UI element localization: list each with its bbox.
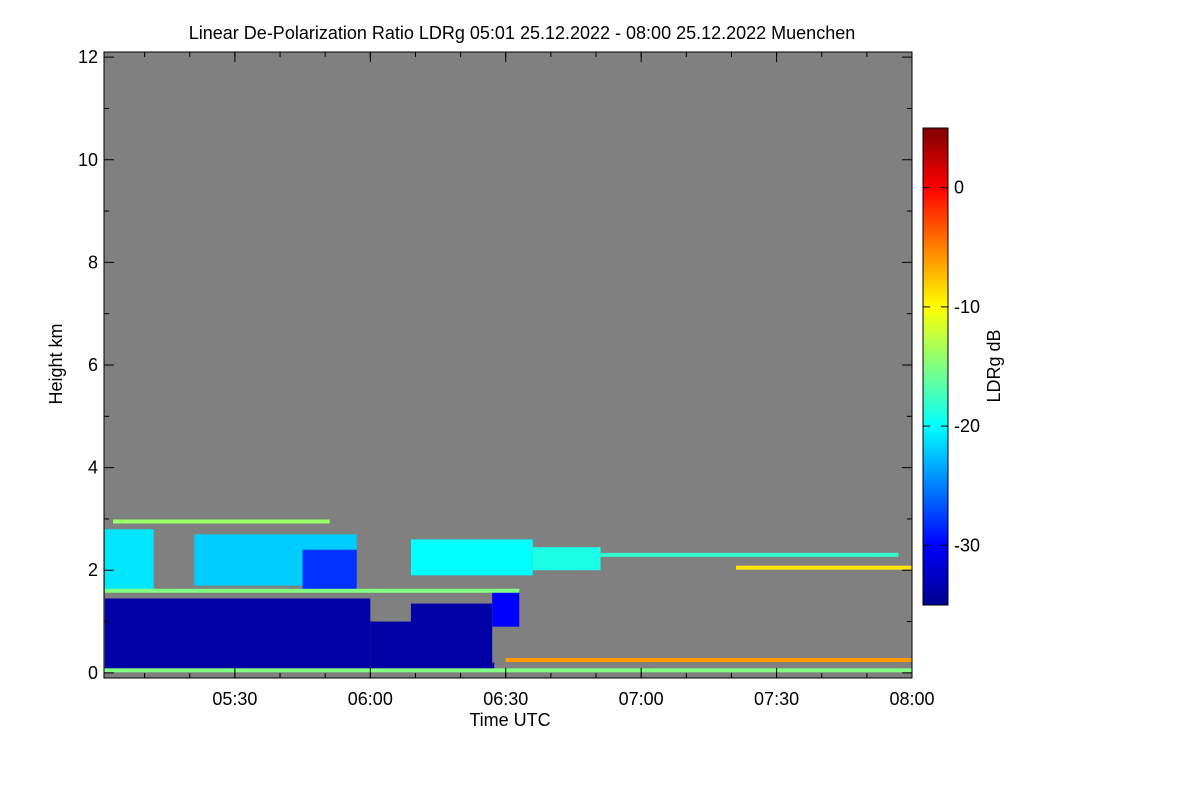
echo-layer-2 <box>600 552 899 557</box>
plot-area <box>103 51 913 679</box>
colorbar-gradient <box>922 127 949 606</box>
echo-layer-4 <box>505 658 912 663</box>
data-layer <box>104 519 912 673</box>
echo-region-9 <box>492 590 520 627</box>
x-tick-label-1: 06:00 <box>348 689 393 709</box>
y-axis: 0 2 4 6 8 10 12 <box>78 47 912 683</box>
y-tick-label-4: 8 <box>88 252 98 272</box>
echo-region-3 <box>492 662 495 671</box>
x-axis-label: Time UTC <box>469 710 550 730</box>
y-tick-label-1: 2 <box>88 560 98 580</box>
y-tick-label-0: 0 <box>88 663 98 683</box>
colorbar-ticks: 0 -10 -20 -30 <box>923 178 980 555</box>
echo-layer-5 <box>104 668 912 673</box>
colorbar: 0 -10 -20 -30 LDRg dB <box>922 127 1004 606</box>
y-tick-label-5: 10 <box>78 150 98 170</box>
x-tick-label-3: 07:00 <box>619 689 664 709</box>
echo-region-0 <box>104 598 371 671</box>
x-tick-label-2: 06:30 <box>483 689 528 709</box>
echo-layer-0 <box>104 588 520 593</box>
x-axis: 05:30 06:00 06:30 07:00 07:30 08:00 <box>144 52 935 709</box>
colorbar-label: LDRg dB <box>984 329 1004 402</box>
echo-region-2 <box>410 603 493 671</box>
echo-region-8 <box>532 547 601 571</box>
echo-region-6 <box>302 549 357 591</box>
y-tick-label-6: 12 <box>78 47 98 67</box>
colorbar-tick-label-0: 0 <box>954 178 964 198</box>
x-tick-label-5: 08:00 <box>889 689 934 709</box>
echo-layer-1 <box>113 519 330 524</box>
y-axis-label: Height km <box>46 323 66 404</box>
y-tick-label-3: 6 <box>88 355 98 375</box>
y-tick-label-2: 4 <box>88 458 98 478</box>
x-tick-label-0: 05:30 <box>212 689 257 709</box>
echo-layer-3 <box>735 565 912 570</box>
echo-region-7 <box>410 539 533 576</box>
x-tick-label-4: 07:30 <box>754 689 799 709</box>
chart-title: Linear De-Polarization Ratio LDRg 05:01 … <box>189 23 855 43</box>
echo-region-4 <box>104 529 154 591</box>
colorbar-tick-label-3: -30 <box>954 535 980 555</box>
colorbar-tick-label-2: -20 <box>954 416 980 436</box>
colorbar-tick-label-1: -10 <box>954 297 980 317</box>
